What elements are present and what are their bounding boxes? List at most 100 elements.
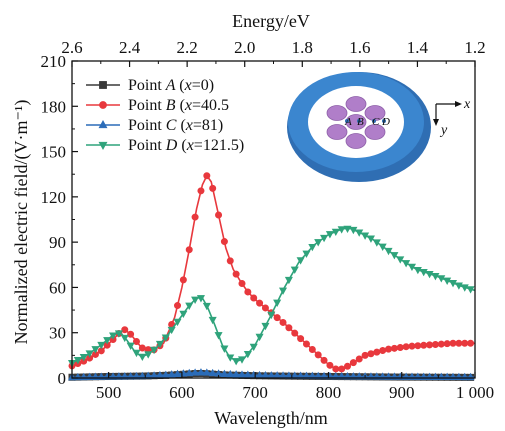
data-point xyxy=(138,371,147,380)
data-point xyxy=(366,235,375,243)
data-point xyxy=(326,361,334,369)
data-point xyxy=(109,332,118,340)
data-point xyxy=(314,351,322,359)
data-point xyxy=(214,332,223,340)
data-point xyxy=(161,334,170,342)
data-point xyxy=(215,211,223,219)
x-tick-label: 800 xyxy=(316,383,342,402)
inset-label-a: A xyxy=(344,116,352,128)
data-point xyxy=(220,369,229,377)
x-axis-title: Wavelength/nm xyxy=(214,408,328,428)
data-point xyxy=(226,257,234,265)
data-point xyxy=(196,295,205,303)
data-point xyxy=(167,326,176,335)
inset-pillar xyxy=(326,124,348,140)
data-point xyxy=(237,356,247,364)
legend-marker xyxy=(98,120,108,129)
data-point xyxy=(209,184,217,192)
data-point xyxy=(402,343,410,351)
data-point xyxy=(244,288,252,296)
inset-probe-point xyxy=(382,119,386,123)
legend-marker xyxy=(99,81,107,89)
data-point xyxy=(455,339,463,347)
data-point xyxy=(250,294,258,302)
top-x-tick-label: 2.0 xyxy=(234,38,255,57)
data-point xyxy=(185,368,194,377)
data-point xyxy=(407,263,417,272)
data-point xyxy=(220,238,228,246)
data-point xyxy=(308,371,317,380)
legend-marker xyxy=(98,141,108,150)
y-tick-label: 0 xyxy=(58,369,67,388)
data-point xyxy=(202,302,211,311)
data-point xyxy=(466,286,475,294)
data-point xyxy=(454,282,463,290)
data-point xyxy=(325,231,334,239)
x-tick-label: 500 xyxy=(96,383,122,402)
data-point xyxy=(431,340,439,348)
inset-label-d: D xyxy=(381,116,390,128)
data-point xyxy=(308,243,317,252)
x-tick-label: 700 xyxy=(242,383,268,402)
data-point xyxy=(173,369,182,377)
data-point xyxy=(85,350,94,358)
data-point xyxy=(437,340,445,348)
data-point xyxy=(355,355,363,363)
data-point xyxy=(155,340,164,349)
y-tick-label: 150 xyxy=(41,143,67,162)
data-point xyxy=(127,330,135,338)
data-point xyxy=(150,346,159,355)
data-point xyxy=(314,371,323,380)
data-point xyxy=(291,329,299,337)
data-point xyxy=(448,280,458,288)
data-point xyxy=(331,228,340,237)
data-point xyxy=(185,246,193,254)
series-d xyxy=(67,225,476,368)
data-point xyxy=(79,354,88,362)
data-point xyxy=(91,346,100,354)
data-point xyxy=(302,340,310,348)
data-point xyxy=(197,187,205,195)
data-point xyxy=(256,299,264,307)
data-point xyxy=(402,260,411,268)
data-point xyxy=(249,343,258,352)
data-point xyxy=(460,284,469,292)
top-x-tick-label: 1.8 xyxy=(292,38,313,57)
data-point xyxy=(284,276,293,285)
data-point xyxy=(238,280,246,288)
data-point xyxy=(232,270,240,278)
data-point xyxy=(332,365,340,373)
data-point xyxy=(349,226,358,235)
data-point xyxy=(261,322,270,331)
data-point xyxy=(372,239,381,247)
inset-pillar xyxy=(364,124,386,140)
data-point xyxy=(320,234,329,243)
data-point xyxy=(419,268,428,277)
y-tick-label: 120 xyxy=(41,188,67,207)
top-x-tick-label: 2.6 xyxy=(61,38,82,57)
inset-x-arrowhead xyxy=(455,101,462,107)
data-point xyxy=(273,299,282,307)
data-point xyxy=(420,341,428,349)
top-x-axis-title: Energy/eV xyxy=(232,11,310,31)
x-tick-label: 1 000 xyxy=(456,383,494,402)
top-x-tick-label: 2.2 xyxy=(177,38,198,57)
y-tick-label: 90 xyxy=(49,233,66,252)
data-point xyxy=(167,370,176,378)
data-point xyxy=(179,310,188,319)
data-point xyxy=(449,339,457,347)
y-tick-label: 60 xyxy=(49,278,66,297)
data-point xyxy=(203,172,211,180)
data-point xyxy=(285,324,293,332)
data-point xyxy=(278,287,288,295)
series-layer xyxy=(67,172,476,381)
data-point xyxy=(367,350,375,358)
data-point xyxy=(314,239,323,247)
data-point xyxy=(437,275,446,283)
data-point xyxy=(344,362,352,370)
data-point xyxy=(337,226,346,234)
data-point xyxy=(390,344,398,352)
inset-x-label: x xyxy=(463,97,471,112)
data-point xyxy=(261,304,269,312)
data-point xyxy=(208,368,217,377)
